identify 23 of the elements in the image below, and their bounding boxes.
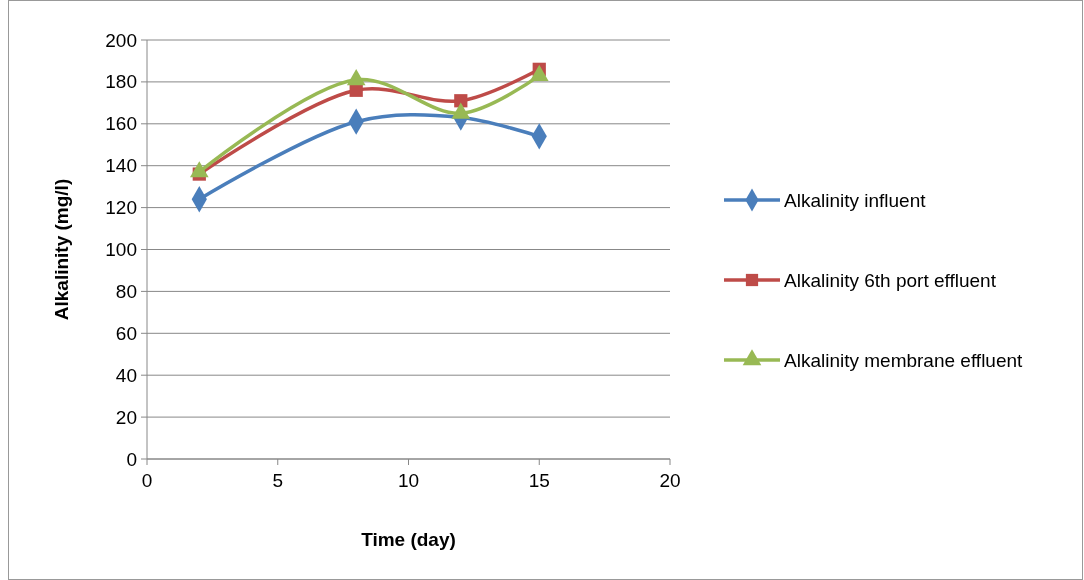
y-tick-label: 20 (115, 406, 137, 428)
x-tick-label: 15 (528, 470, 550, 491)
point (454, 94, 468, 108)
x-tick-label: 5 (272, 470, 284, 491)
y-tick-label: 40 (115, 364, 137, 386)
legend-label: Alkalinity influent (784, 189, 927, 211)
legend-label: Alkalinity membrane effluent (784, 349, 1024, 371)
y-tick-label: 200 (105, 29, 137, 51)
y-tick-label: 100 (105, 239, 137, 260)
y-tick-label: 180 (105, 71, 137, 93)
point (346, 69, 366, 86)
y-axis-title: Alkalinity (mg/l) (51, 178, 72, 321)
x-tick-label: 20 (659, 470, 681, 491)
y-tick-label: 80 (115, 280, 137, 302)
x-tick-label: 0 (141, 470, 153, 491)
x-tick-label: 10 (397, 470, 420, 491)
y-tick-label: 140 (105, 155, 137, 177)
x-axis-title: Time (day) (361, 529, 456, 550)
y-tick-label: 0 (126, 448, 137, 470)
legend-label: Alkalinity 6th port effluent (784, 269, 997, 291)
y-tick-label: 60 (115, 322, 137, 344)
y-tick-label: 120 (105, 197, 137, 219)
y-tick-label: 160 (105, 113, 137, 135)
